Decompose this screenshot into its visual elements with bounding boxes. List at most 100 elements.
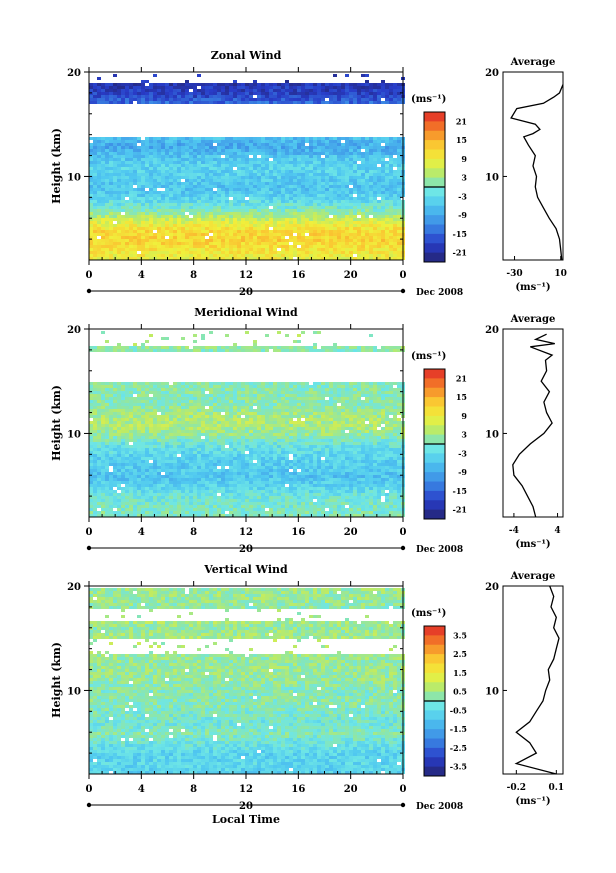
heatmap-cell bbox=[101, 221, 105, 224]
heatmap-cell bbox=[333, 514, 337, 517]
heatmap-cell bbox=[101, 242, 105, 245]
heatmap-cell bbox=[305, 221, 309, 224]
heatmap-cell bbox=[185, 173, 189, 176]
heatmap-cell bbox=[117, 164, 121, 167]
heatmap-cell bbox=[345, 203, 349, 206]
heatmap-cell bbox=[349, 149, 353, 152]
heatmap-cell bbox=[369, 170, 373, 173]
heatmap-cell bbox=[165, 242, 169, 245]
heatmap-cell bbox=[353, 511, 357, 514]
heatmap-cell bbox=[169, 499, 173, 502]
heatmap-cell bbox=[129, 92, 133, 95]
heatmap-cell bbox=[129, 185, 133, 188]
heatmap-cell bbox=[301, 493, 305, 496]
heatmap-cell bbox=[369, 496, 373, 499]
heatmap-cell bbox=[193, 167, 197, 170]
heatmap-cell bbox=[145, 179, 149, 182]
heatmap-cell bbox=[181, 224, 185, 227]
heatmap-cell bbox=[165, 164, 169, 167]
heatmap-cell bbox=[225, 245, 229, 248]
heatmap-cell bbox=[393, 137, 397, 140]
heatmap-cell bbox=[325, 170, 329, 173]
heatmap-cell bbox=[273, 251, 277, 254]
colorbar-segment bbox=[424, 177, 445, 188]
heatmap-cell bbox=[273, 200, 277, 203]
heatmap-cell bbox=[345, 251, 349, 254]
heatmap-cell bbox=[281, 155, 285, 158]
heatmap-cell bbox=[317, 143, 321, 146]
heatmap-cell bbox=[213, 514, 217, 517]
heatmap-cell bbox=[345, 89, 349, 92]
heatmap-cell bbox=[353, 218, 357, 221]
heatmap-cell bbox=[165, 239, 169, 242]
heatmap-cell bbox=[277, 167, 281, 170]
heatmap-cell bbox=[261, 143, 265, 146]
heatmap-cell bbox=[153, 221, 157, 224]
heatmap-cell bbox=[273, 182, 277, 185]
heatmap-cell bbox=[353, 221, 357, 224]
heatmap-cell bbox=[337, 224, 341, 227]
colorbar-segment bbox=[424, 252, 445, 263]
heatmap-cell bbox=[101, 170, 105, 173]
heatmap-cell bbox=[161, 251, 165, 254]
heatmap-cell bbox=[317, 514, 321, 517]
heatmap-cell bbox=[97, 233, 101, 236]
heatmap-cell bbox=[161, 143, 165, 146]
heatmap-cell bbox=[397, 233, 401, 236]
heatmap-cell bbox=[257, 490, 261, 493]
heatmap-cell bbox=[129, 227, 133, 230]
heatmap-cell bbox=[225, 505, 229, 508]
heatmap-cell bbox=[305, 236, 309, 239]
heatmap-cell bbox=[321, 212, 325, 215]
heatmap-cell bbox=[117, 496, 121, 499]
heatmap-cell bbox=[277, 173, 281, 176]
heatmap-cell bbox=[237, 236, 241, 239]
heatmap-cell bbox=[201, 176, 205, 179]
heatmap-cell bbox=[109, 502, 113, 505]
heatmap-cell bbox=[125, 242, 129, 245]
heatmap-cell bbox=[349, 101, 353, 104]
heatmap-cell bbox=[113, 236, 117, 239]
heatmap-cell bbox=[369, 185, 373, 188]
colorbar-segment bbox=[424, 112, 445, 122]
heatmap-cell bbox=[129, 508, 133, 511]
heatmap-cell bbox=[253, 493, 257, 496]
heatmap-cell bbox=[97, 155, 101, 158]
heatmap-cell bbox=[309, 221, 313, 224]
heatmap-cell bbox=[261, 200, 265, 203]
heatmap-cell bbox=[353, 146, 357, 149]
heatmap-cell bbox=[141, 197, 145, 200]
heatmap-cell bbox=[173, 490, 177, 493]
heatmap-cell bbox=[161, 182, 165, 185]
heatmap-cell bbox=[345, 224, 349, 227]
heatmap-cell bbox=[201, 158, 205, 161]
heatmap-cell bbox=[197, 254, 201, 257]
heatmap-cell bbox=[113, 176, 117, 179]
heatmap-cell bbox=[177, 212, 181, 215]
heatmap-cell bbox=[353, 227, 357, 230]
heatmap-cell bbox=[313, 257, 317, 260]
heatmap-cell bbox=[185, 218, 189, 221]
heatmap-cell bbox=[229, 86, 233, 89]
heatmap-cell bbox=[193, 95, 197, 98]
heatmap-cell bbox=[321, 224, 325, 227]
heatmap-cell bbox=[101, 152, 105, 155]
heatmap-cell bbox=[301, 200, 305, 203]
heatmap-cell bbox=[105, 200, 109, 203]
heatmap-cells bbox=[89, 74, 405, 260]
heatmap-cell bbox=[157, 149, 161, 152]
heatmap-cell bbox=[189, 251, 193, 254]
y-axis-label: Height (km) bbox=[50, 128, 63, 204]
heatmap-cell bbox=[365, 200, 369, 203]
heatmap-cell bbox=[253, 101, 257, 104]
heatmap-cell bbox=[137, 95, 141, 98]
heatmap-cell bbox=[97, 191, 101, 194]
heatmap-cell bbox=[185, 95, 189, 98]
heatmap-cell bbox=[329, 475, 333, 478]
heatmap-cell bbox=[149, 158, 153, 161]
heatmap-cell bbox=[193, 221, 197, 224]
heatmap-cell bbox=[129, 505, 133, 508]
heatmap-cell bbox=[377, 209, 381, 212]
heatmap-cell bbox=[321, 487, 325, 490]
heatmap-cell bbox=[129, 203, 133, 206]
